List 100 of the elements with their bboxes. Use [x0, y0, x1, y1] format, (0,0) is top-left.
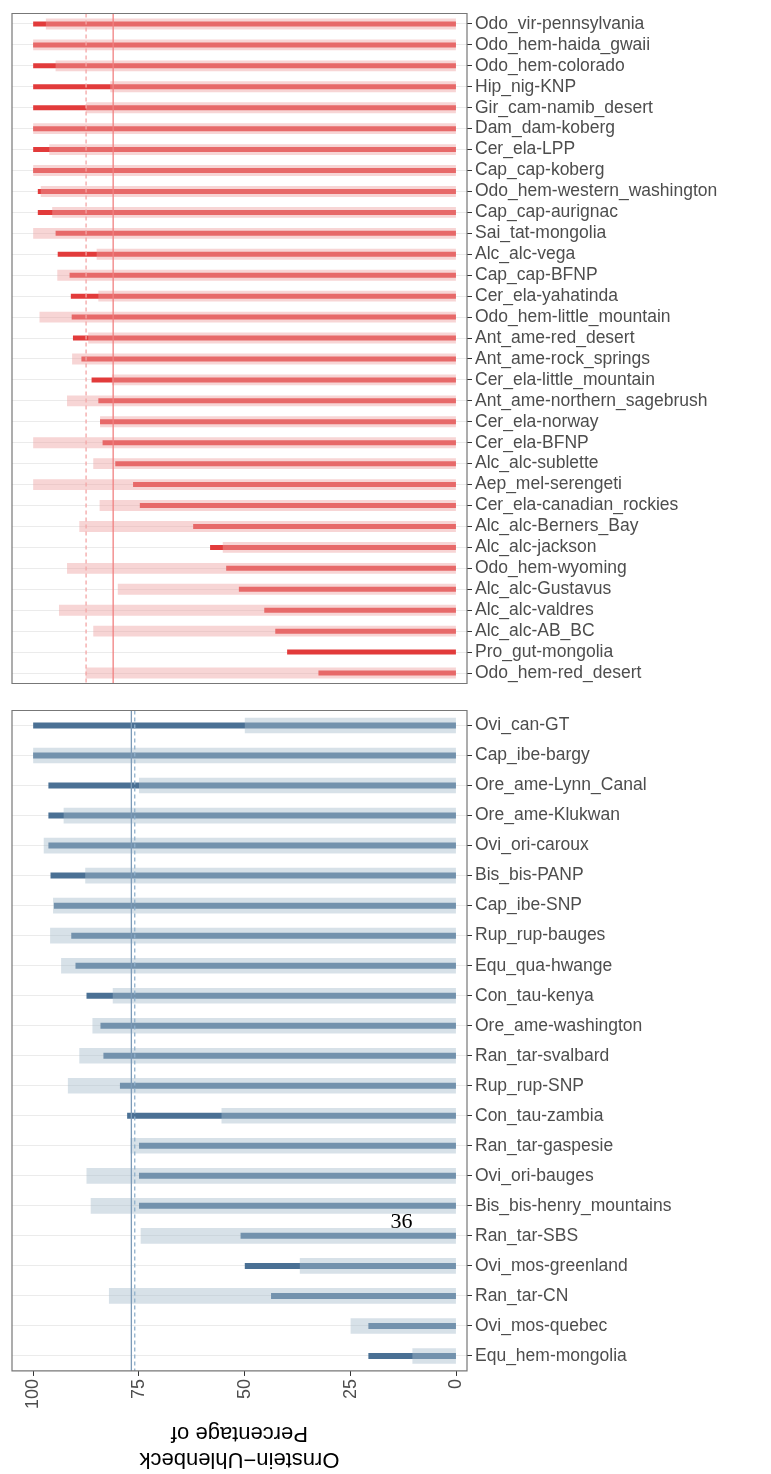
bar	[55, 230, 456, 236]
y-tick-label: Equ_qua-hwange	[475, 954, 613, 976]
y-tick-label: Odo_hem-haida_gwaii	[475, 33, 651, 55]
bar	[58, 604, 456, 616]
bar	[72, 335, 456, 341]
y-tick-label: Cer_ela-LPP	[475, 138, 576, 160]
bar	[33, 227, 456, 239]
bar	[53, 897, 456, 914]
bar	[85, 867, 456, 884]
y-tick-label: Cap_ibe-SNP	[475, 894, 582, 916]
bar	[50, 872, 456, 879]
bar	[210, 544, 456, 550]
bar	[138, 1202, 456, 1209]
bar	[43, 837, 456, 854]
y-tick-label: Bis_bis-PANP	[475, 864, 584, 886]
bar	[412, 1348, 456, 1364]
bar	[79, 1047, 456, 1064]
bar	[368, 1352, 456, 1359]
x-tick-label: 50	[233, 1378, 254, 1399]
bar	[33, 479, 456, 491]
bar	[91, 377, 456, 383]
bar	[368, 1322, 456, 1329]
bar	[318, 670, 456, 676]
y-tick-label: Ovi_ori-bauges	[475, 1164, 594, 1186]
y-tick-label: Ran_tar-SBS	[475, 1224, 579, 1246]
bar	[69, 272, 456, 278]
bar	[57, 269, 456, 281]
y-tick-label: Con_tau-zambia	[475, 1104, 604, 1126]
bar	[130, 1138, 456, 1154]
y-tick-label: Ovi_ori-caroux	[475, 834, 590, 856]
x-tick-label: 25	[339, 1378, 360, 1399]
bar	[93, 625, 456, 637]
bar	[110, 81, 456, 93]
bar	[222, 541, 456, 553]
y-tick-label: Rup_rup-bauges	[475, 924, 606, 946]
bar	[240, 1232, 456, 1239]
bar	[117, 583, 456, 595]
bar	[127, 1112, 456, 1119]
bar	[193, 523, 456, 529]
bar	[81, 356, 456, 362]
y-tick-label: Odo_hem-colorado	[475, 54, 625, 76]
bar	[67, 562, 456, 574]
bar	[50, 927, 456, 944]
x-axis-title: Percentage of Ornstein−Uhlenbeck	[138, 1421, 340, 1473]
bar	[53, 902, 456, 909]
y-tick-label: Ran_tar-CN	[475, 1284, 569, 1306]
y-tick-label: Odo_hem-red_desert	[475, 661, 642, 683]
y-tick-label: Cer_ela-BFNP	[475, 431, 589, 453]
bar	[37, 209, 456, 215]
bar	[264, 607, 456, 613]
bar	[350, 1318, 456, 1334]
bar	[79, 521, 456, 532]
y-tick-label: Ant_ame-northern_sagebrush	[475, 389, 708, 411]
bar	[99, 500, 456, 511]
bar	[96, 248, 456, 260]
bar	[275, 628, 456, 634]
bar	[49, 144, 456, 156]
bar	[102, 440, 456, 446]
y-tick-label: Dam_dam-koberg	[475, 117, 616, 139]
bar	[48, 812, 456, 819]
y-tick-label: Gir_cam-namib_desert	[475, 96, 654, 118]
bar	[70, 293, 456, 299]
bar	[138, 1142, 456, 1149]
bar	[33, 747, 456, 764]
y-tick-label: Ant_ame-red_desert	[475, 326, 635, 348]
y-tick-label: Cap_cap-aurignac	[475, 201, 619, 223]
bar	[33, 84, 456, 90]
bar	[52, 206, 456, 218]
bar	[92, 1017, 456, 1034]
bar	[33, 752, 456, 759]
bar	[39, 311, 456, 323]
bar	[71, 932, 456, 939]
y-tick-label: Alc_alc-Gustavus	[475, 578, 612, 600]
bar	[139, 503, 456, 509]
bar	[33, 63, 456, 69]
bar	[93, 458, 456, 470]
bar	[98, 398, 456, 404]
bar	[48, 782, 456, 789]
x-tick-label: 75	[127, 1378, 148, 1399]
bar	[61, 957, 456, 974]
bar	[33, 147, 456, 153]
bar	[45, 18, 456, 30]
y-tick-label: Ran_tar-svalbard	[475, 1044, 610, 1066]
bar	[287, 649, 456, 655]
bar	[244, 717, 456, 734]
y-tick-label: Ore_ame-washington	[475, 1014, 643, 1036]
bar	[67, 1077, 456, 1094]
bar	[112, 987, 456, 1004]
bar	[48, 842, 456, 849]
bar	[33, 105, 456, 111]
bar	[86, 1168, 456, 1184]
bar	[33, 437, 456, 449]
bar	[226, 565, 456, 571]
y-tick-label: Odo_vir-pennsylvania	[475, 12, 645, 34]
y-tick-label: Cer_ela-canadian_rockies	[475, 494, 679, 516]
y-tick-label: Ovi_mos-greenland	[475, 1254, 628, 1276]
y-tick-label: Cap_cap-BFNP	[475, 264, 598, 286]
y-tick-label: Ovi_can-GT	[475, 714, 570, 736]
y-tick-label: Alc_alc-vega	[475, 243, 576, 265]
bar	[85, 667, 456, 679]
